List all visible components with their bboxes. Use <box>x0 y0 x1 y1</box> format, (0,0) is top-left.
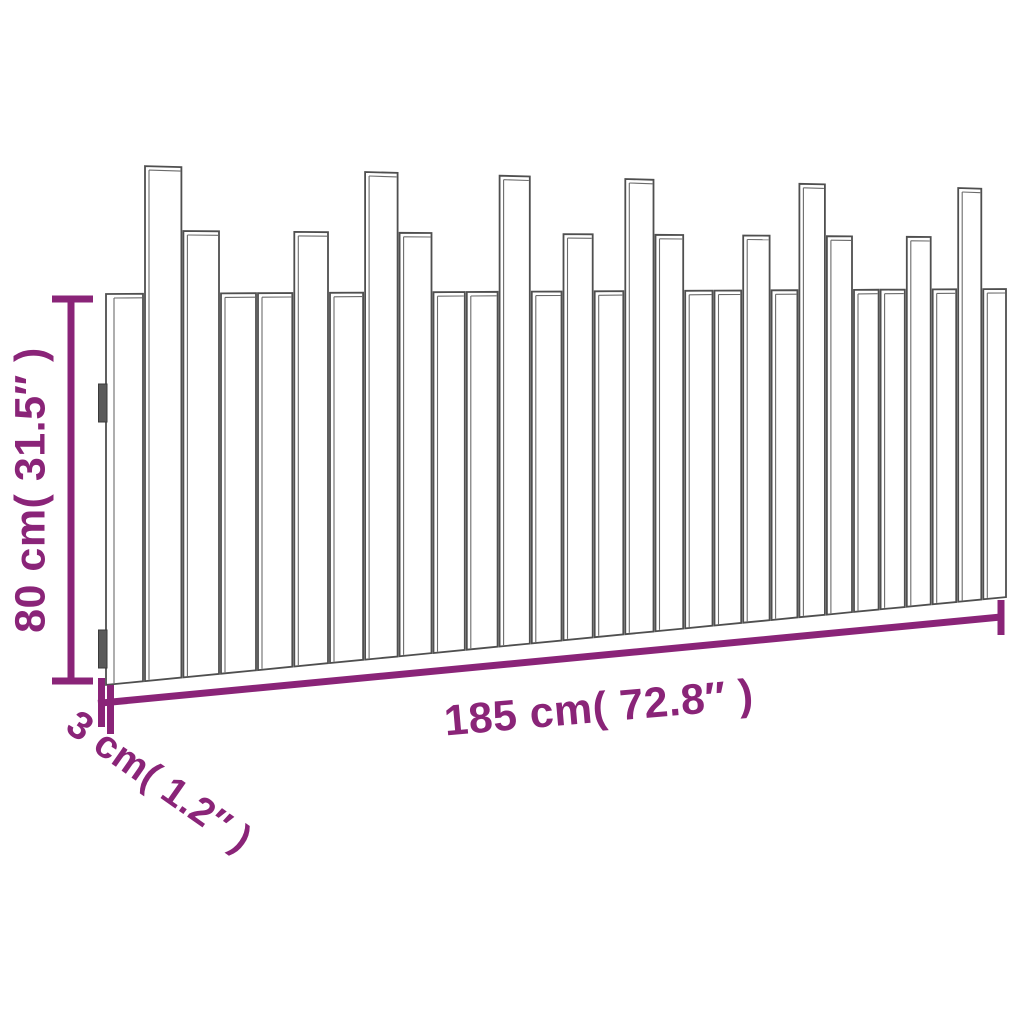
slat-medium <box>562 233 594 642</box>
slat-medium <box>293 230 329 668</box>
slat-top-edge <box>148 169 181 172</box>
depth-dimension-label: 3 cm( 1.2″ ) <box>59 702 260 861</box>
slat-tall <box>364 171 399 661</box>
slat-tall <box>798 182 826 619</box>
mount-bracket <box>98 629 108 669</box>
slat-short <box>220 292 257 675</box>
slat-top-edge <box>803 187 824 189</box>
slat-short <box>257 292 294 672</box>
slat-short <box>770 289 799 621</box>
slat-short <box>593 290 625 639</box>
headboard-slats <box>105 165 1007 686</box>
slat-short <box>684 289 714 630</box>
slat-short <box>329 291 365 664</box>
slat-top-edge <box>629 182 653 185</box>
slat-medium <box>905 235 932 608</box>
height-dimension-label: 80 cm( 31.5″ ) <box>6 347 54 633</box>
slat-tall <box>624 178 655 636</box>
slat-medium <box>742 234 771 624</box>
slat-medium <box>182 230 220 679</box>
slat-tall <box>498 174 531 648</box>
width-dimension-label: 185 cm( 72.8″ ) <box>442 671 755 746</box>
width-dimension-line <box>97 613 1002 707</box>
slat-top-edge <box>503 179 529 182</box>
slat-short <box>853 288 880 613</box>
slat-short <box>982 288 1007 601</box>
slat-medium <box>398 231 433 658</box>
slat-medium <box>654 233 685 633</box>
slat-top-edge <box>962 191 981 194</box>
slat-short <box>713 289 743 627</box>
slat-short <box>931 288 958 606</box>
slat-short <box>879 288 906 611</box>
slat-short <box>105 292 144 686</box>
slat-short <box>530 290 563 645</box>
slat-tall <box>957 187 983 603</box>
wall-mount-brackets <box>98 383 108 669</box>
dimension-lines <box>52 295 1005 734</box>
slat-short <box>432 291 466 654</box>
slat-tall <box>144 165 183 683</box>
slat-medium <box>826 235 853 616</box>
slat-short <box>465 290 499 651</box>
slat-top-edge <box>369 175 397 178</box>
mount-bracket <box>98 383 108 423</box>
